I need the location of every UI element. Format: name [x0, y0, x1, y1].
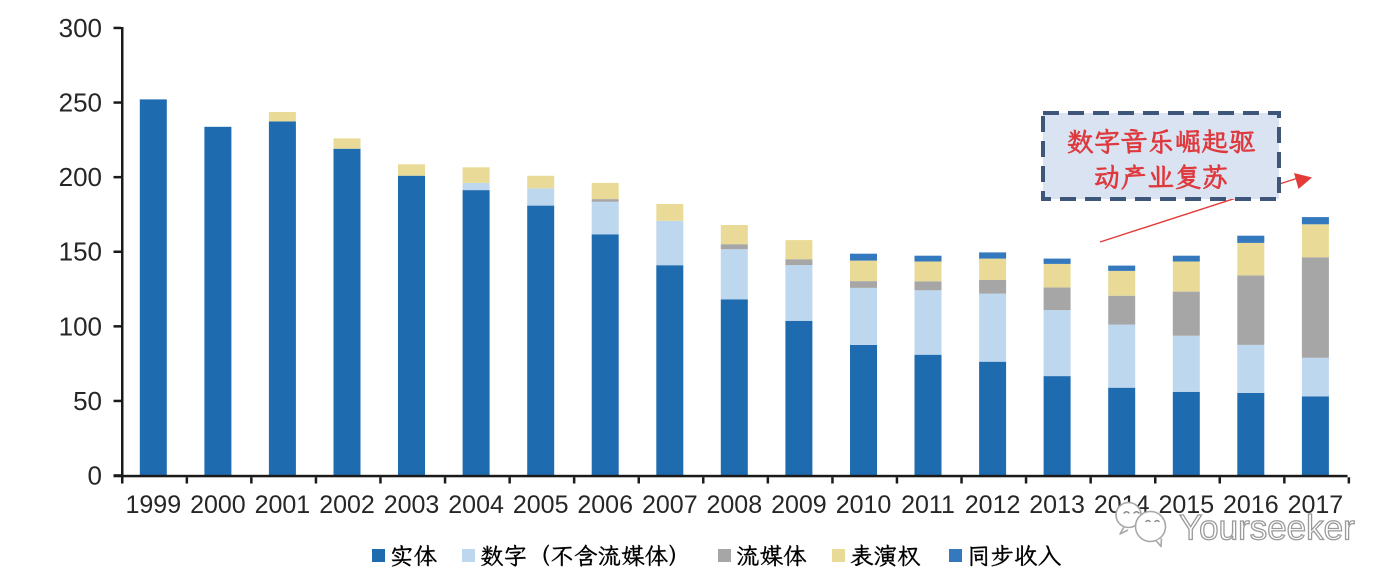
svg-text:2000: 2000 [190, 491, 246, 519]
svg-text:2008: 2008 [706, 491, 762, 519]
svg-text:2016: 2016 [1223, 491, 1279, 519]
svg-text:0: 0 [88, 461, 102, 491]
svg-text:300: 300 [59, 13, 102, 43]
svg-text:200: 200 [59, 162, 102, 192]
svg-text:2003: 2003 [384, 491, 440, 519]
svg-text:150: 150 [59, 237, 102, 267]
svg-text:2017: 2017 [1288, 491, 1344, 519]
svg-text:2012: 2012 [965, 491, 1021, 519]
svg-text:100: 100 [59, 311, 102, 341]
svg-text:2009: 2009 [771, 491, 827, 519]
svg-text:2001: 2001 [255, 491, 311, 519]
svg-text:2013: 2013 [1029, 491, 1085, 519]
svg-text:50: 50 [73, 386, 102, 416]
svg-text:Yourseeker: Yourseeker [1179, 509, 1355, 548]
svg-text:2007: 2007 [642, 491, 698, 519]
svg-text:1999: 1999 [125, 491, 181, 519]
svg-text:2005: 2005 [513, 491, 569, 519]
svg-text:250: 250 [59, 88, 102, 118]
svg-text:2006: 2006 [577, 491, 633, 519]
svg-text:2015: 2015 [1158, 491, 1214, 519]
svg-text:2004: 2004 [448, 491, 504, 519]
svg-text:2010: 2010 [836, 491, 892, 519]
svg-text:2011: 2011 [901, 491, 955, 519]
svg-text:2002: 2002 [319, 491, 375, 519]
